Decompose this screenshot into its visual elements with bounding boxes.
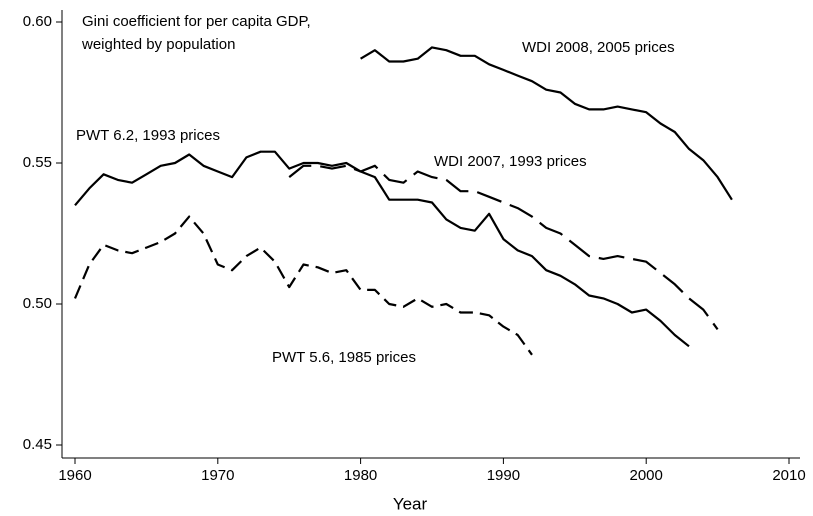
series-line xyxy=(288,164,719,331)
y-tick-label: 0.45 xyxy=(23,436,52,453)
series-line xyxy=(360,46,733,201)
x-axis-label: Year xyxy=(393,494,428,513)
y-tick-label: 0.50 xyxy=(23,295,52,312)
series-line xyxy=(74,150,690,348)
y-tick-label: 0.60 xyxy=(23,13,52,30)
x-tick-label: 1970 xyxy=(201,467,234,484)
annotation: WDI 2008, 2005 prices xyxy=(522,39,675,56)
annotation: Gini coefficient for per capita GDP, xyxy=(82,13,311,30)
y-tick-label: 0.55 xyxy=(23,154,52,171)
x-tick-label: 1980 xyxy=(344,467,377,484)
annotation: PWT 5.6, 1985 prices xyxy=(272,349,416,366)
x-tick-label: 1990 xyxy=(487,467,520,484)
annotation: PWT 6.2, 1993 prices xyxy=(76,127,220,144)
annotation: weighted by population xyxy=(81,36,235,53)
x-tick-label: 2000 xyxy=(630,467,663,484)
series-line xyxy=(73,215,533,356)
annotation: WDI 2007, 1993 prices xyxy=(434,153,587,170)
x-tick-label: 2010 xyxy=(772,467,805,484)
x-tick-label: 1960 xyxy=(58,467,91,484)
